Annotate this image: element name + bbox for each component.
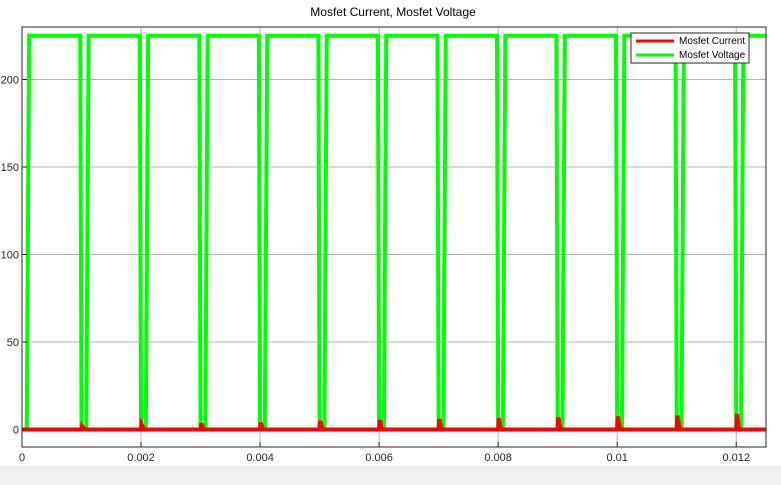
figure-footer — [0, 466, 781, 485]
plot-frame — [21, 26, 767, 448]
chart-title: Mosfet Current, Mosfet Voltage — [310, 5, 476, 19]
legend-entry-voltage: Mosfet Voltage — [679, 50, 746, 61]
chart: Mosfet Current, Mosfet Voltage 0 0.002 0.0… — [1, 5, 767, 465]
x-tick-label: 0.01 — [606, 452, 627, 464]
x-tick-label: 0.002 — [127, 452, 155, 464]
y-tick-label: 150 — [1, 162, 19, 174]
y-tick-label: 0 — [13, 425, 19, 437]
series-line-mosfet-current[interactable] — [22, 413, 766, 432]
y-tick-label: 50 — [7, 337, 19, 349]
y-tick-label: 200 — [1, 75, 19, 87]
y-tick-label: 100 — [1, 250, 19, 262]
legend[interactable]: Mosfet Current Mosfet Voltage — [630, 32, 750, 64]
x-tick-label: 0.004 — [246, 452, 274, 464]
x-tick-label: 0.006 — [365, 452, 393, 464]
x-tick-label: 0.012 — [722, 452, 750, 464]
plot-area[interactable] — [22, 27, 766, 447]
ticks: 0 0.002 0.004 0.006 0.008 0.01 0.012 0 50 100 150 2… — [1, 75, 750, 465]
legend-entry-current: Mosfet Current — [679, 36, 745, 47]
x-tick-label: 0.008 — [484, 452, 512, 464]
x-tick-label: 0 — [19, 452, 25, 464]
legend-box — [630, 32, 750, 64]
